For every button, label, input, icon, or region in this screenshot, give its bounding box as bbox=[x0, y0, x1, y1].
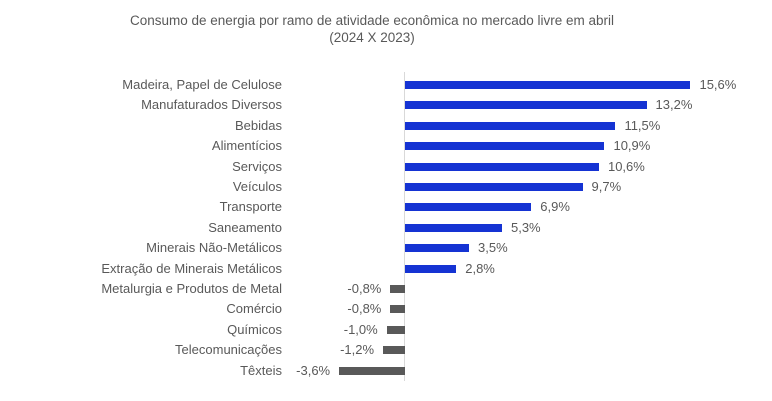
value-label: 2,8% bbox=[465, 260, 495, 276]
category-label: Alimentícios bbox=[211, 138, 282, 154]
bar-row: Comércio -0,8% bbox=[0, 299, 772, 319]
value-label: -3,6% bbox=[296, 362, 331, 378]
bar-row: Serviços 10,6% bbox=[0, 157, 772, 177]
plot-area: Madeira, Papel de Celulose 15,6% Manufatur… bbox=[0, 72, 772, 383]
bar bbox=[405, 81, 691, 89]
bar-row: Químicos -1,0% bbox=[0, 320, 772, 340]
bar-row: Minerais Não-Metálicos 3,5% bbox=[0, 238, 772, 258]
value-label: 13,2% bbox=[655, 97, 693, 113]
category-label: Transporte bbox=[219, 199, 282, 215]
bar bbox=[405, 223, 502, 232]
category-label: Comércio bbox=[226, 301, 282, 317]
category-label: Metalurgia e Produtos de Metal bbox=[101, 281, 282, 296]
bar-row: Telecomunicações -1,2% bbox=[0, 340, 772, 360]
value-label: -0,8% bbox=[347, 281, 382, 296]
bar bbox=[405, 264, 457, 273]
bar bbox=[390, 305, 405, 314]
category-label: Telecomunicações bbox=[175, 342, 282, 358]
bar bbox=[383, 346, 405, 355]
bar-row: Extração de Minerais Metálicos 2,8% bbox=[0, 259, 772, 279]
value-label: -0,8% bbox=[347, 301, 382, 317]
bar-row: Bebidas 11,5% bbox=[0, 116, 772, 136]
bar-row: Transporte 6,9% bbox=[0, 197, 772, 217]
bar-row: Madeira, Papel de Celulose 15,6% bbox=[0, 75, 772, 95]
category-label: Extração de Minerais Metálicos bbox=[101, 260, 282, 276]
category-label: Têxteis bbox=[240, 362, 282, 378]
category-label: Saneamento bbox=[208, 219, 282, 235]
chart-title-line1: Consumo de energia por ramo de atividade… bbox=[129, 13, 614, 28]
bar-row: Alimentícios 10,9% bbox=[0, 136, 772, 156]
bar-row: Veículos 9,7% bbox=[0, 177, 772, 197]
value-label: -1,0% bbox=[343, 321, 378, 337]
chart-title-line2: (2024 X 2023) bbox=[329, 30, 415, 45]
bar-row: Metalurgia e Produtos de Metal -0,8% bbox=[0, 279, 772, 299]
bar bbox=[405, 183, 583, 191]
category-label: Químicos bbox=[227, 321, 282, 337]
category-label: Madeira, Papel de Celulose bbox=[122, 77, 282, 92]
category-label: Serviços bbox=[232, 158, 282, 174]
bar bbox=[405, 121, 616, 130]
bar bbox=[405, 142, 605, 151]
value-axis-line bbox=[404, 72, 405, 381]
bar bbox=[405, 203, 532, 212]
value-label: 6,9% bbox=[540, 199, 570, 215]
value-label: 5,3% bbox=[510, 219, 541, 235]
category-label: Bebidas bbox=[235, 117, 282, 133]
value-label: 9,7% bbox=[591, 179, 622, 194]
chart-title: Consumo de energia por ramo de atividade… bbox=[0, 12, 744, 46]
value-label: -1,2% bbox=[340, 342, 375, 358]
bar bbox=[339, 366, 405, 375]
value-label: 15,6% bbox=[699, 77, 737, 92]
category-label: Minerais Não-Metálicos bbox=[146, 240, 282, 256]
bar bbox=[405, 162, 599, 171]
category-label: Manufaturados Diversos bbox=[141, 97, 282, 113]
bar-row: Têxteis -3,6% bbox=[0, 361, 772, 381]
bar bbox=[386, 325, 405, 334]
value-label: 11,5% bbox=[624, 117, 661, 133]
bar bbox=[405, 244, 470, 253]
value-label: 3,5% bbox=[478, 240, 508, 256]
value-label: 10,9% bbox=[613, 138, 651, 154]
value-label: 10,6% bbox=[607, 158, 645, 174]
category-label: Veículos bbox=[232, 179, 282, 194]
bar-row: Manufaturados Diversos 13,2% bbox=[0, 95, 772, 115]
bar bbox=[405, 101, 647, 110]
bar-row: Saneamento 5,3% bbox=[0, 218, 772, 238]
bar bbox=[390, 285, 405, 293]
